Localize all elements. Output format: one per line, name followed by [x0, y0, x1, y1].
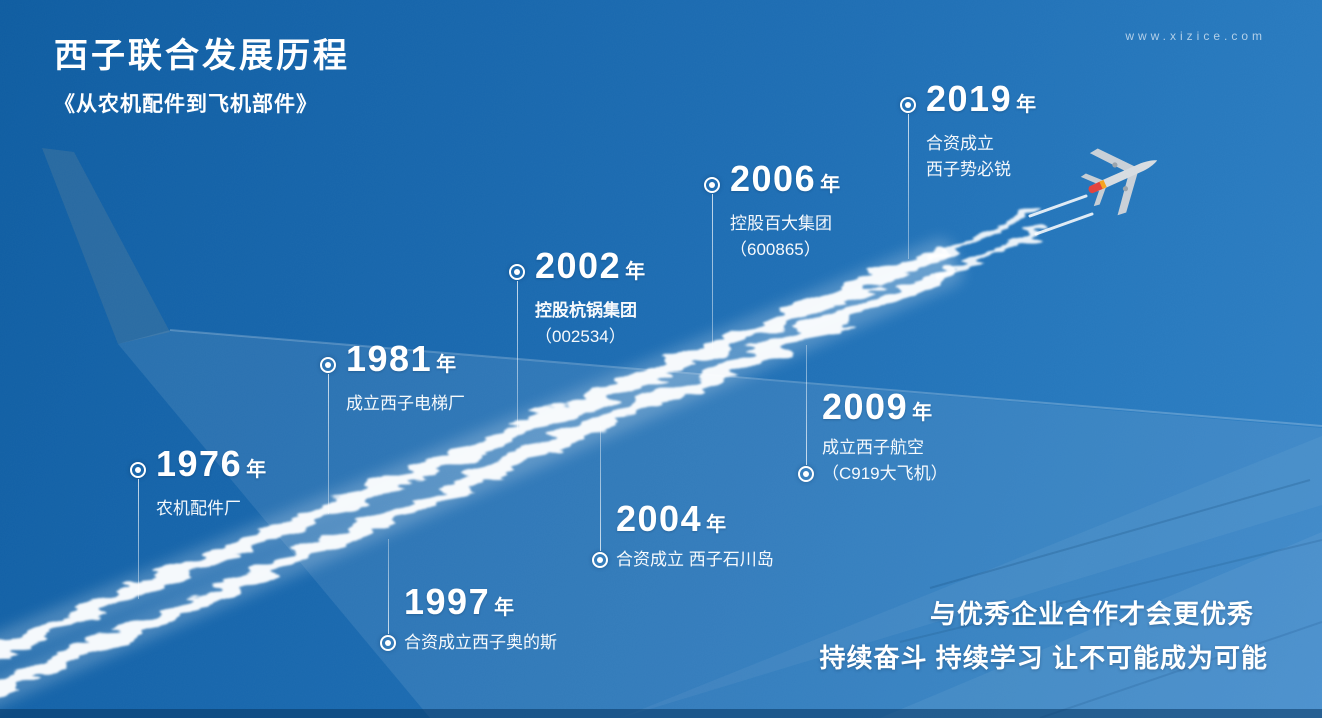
timeline-connector-line [599, 426, 601, 551]
milestone-description: 农机配件厂 [156, 499, 241, 518]
timeline-connector-line [387, 539, 389, 634]
timeline-marker-icon [592, 552, 608, 568]
timeline-marker-icon [130, 462, 146, 478]
timeline-marker-icon [320, 357, 336, 373]
milestone-year: 1981 年 [346, 338, 457, 379]
website-url: www.xizice.com [1125, 29, 1266, 43]
timeline-connector-line [805, 345, 807, 465]
milestone-year: 2009 年 [822, 386, 933, 427]
timeline-connector-line [516, 281, 518, 431]
milestone-year: 2002 年 [535, 245, 646, 286]
timeline-connector-line [137, 479, 139, 599]
slogan-line: 持续奋斗 持续学习 让不可能成为可能 [819, 643, 1268, 673]
milestone-description: 合资成立 西子势必锐 [926, 134, 1011, 179]
timeline-connector-line [711, 194, 713, 349]
milestone-year: 2004 年 [616, 498, 727, 539]
timeline-marker-icon [900, 97, 916, 113]
milestone-description: 合资成立 西子石川岛 [616, 550, 774, 569]
timeline-marker-icon [380, 635, 396, 651]
page-title: 西子联合发展历程 [54, 37, 350, 75]
milestone-description: 控股杭锅集团 （002534） [535, 301, 637, 346]
milestone-year: 2006 年 [730, 158, 841, 199]
timeline-connector-line [907, 114, 909, 259]
milestone-description: 控股百大集团 （600865） [730, 214, 832, 259]
timeline-marker-icon [509, 264, 525, 280]
milestone-description: 合资成立西子奥的斯 [404, 633, 557, 652]
milestone-year: 1997 年 [404, 581, 515, 622]
milestone-year: 2019 年 [926, 78, 1037, 119]
slogan-line: 与优秀企业合作才会更优秀 [929, 599, 1254, 629]
timeline-marker-icon [798, 466, 814, 482]
timeline-marker-icon [704, 177, 720, 193]
milestone-year: 1976 年 [156, 443, 267, 484]
header: 西子联合发展历程 《从农机配件到飞机部件》 [54, 36, 350, 118]
milestone-description: 成立西子航空 （C919大飞机） [822, 438, 948, 483]
milestone-description: 成立西子电梯厂 [346, 394, 465, 413]
timeline-connector-line [327, 374, 329, 514]
footer-slogans: 与优秀企业合作才会更优秀 持续奋斗 持续学习 让不可能成为可能 [820, 592, 1268, 680]
page-subtitle: 《从农机配件到飞机部件》 [54, 93, 318, 116]
photo-bottom-edge [0, 709, 1322, 718]
